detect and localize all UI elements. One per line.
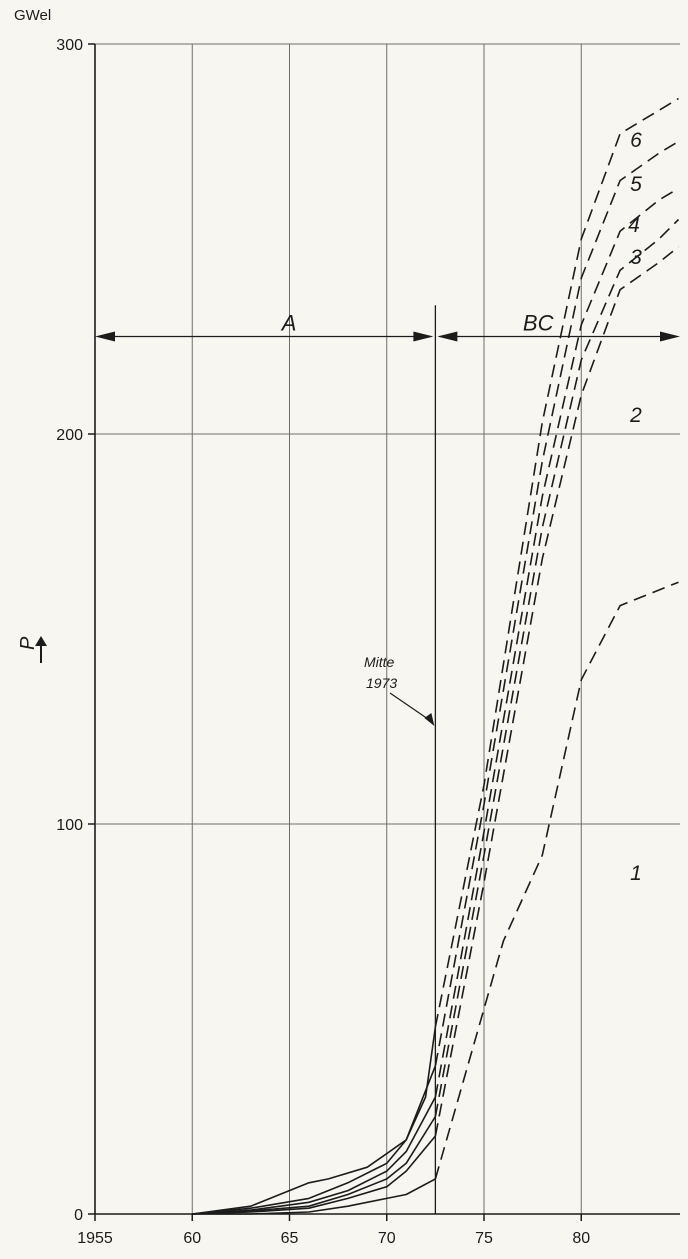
y-tick-label: 0 [74, 1207, 83, 1224]
x-tick-label: 80 [572, 1230, 590, 1247]
series-3-solid [192, 1116, 437, 1215]
series-label-5: 5 [630, 173, 642, 196]
series-label-6: 6 [630, 129, 642, 152]
series-labels: 1 2 3 4 5 6 [628, 129, 642, 885]
region-a-label: A [280, 311, 297, 336]
y-tick-label: 200 [56, 427, 83, 444]
mitte-pointer-arrowhead [424, 713, 435, 726]
series-4-solid [192, 1096, 437, 1215]
x-tick-label: 75 [475, 1230, 493, 1247]
mitte-pointer-line [389, 692, 433, 723]
series-label-4: 4 [628, 214, 640, 237]
y-tick-label: 300 [56, 37, 83, 54]
region-bc-label: BC [523, 311, 554, 336]
y-axis-symbol: P [17, 636, 47, 663]
series-label-1: 1 [630, 862, 642, 885]
x-tick-label: 1955 [77, 1230, 113, 1247]
y-unit-label: GWel [14, 7, 51, 24]
region-bc-left-arrowhead [437, 331, 458, 342]
series-lines [192, 97, 680, 1215]
x-tick-label: 70 [378, 1230, 396, 1247]
series-label-2: 2 [629, 404, 642, 427]
series-6-solid [192, 1026, 437, 1215]
region-a-left-arrowhead [95, 331, 115, 342]
region-bc-right-arrowhead [660, 331, 680, 342]
tick-labels: 1955 60 65 70 75 80 0 100 200 300 [56, 37, 590, 1247]
series-4-dashed [434, 187, 679, 1098]
x-tick-label: 60 [183, 1230, 201, 1247]
mitte-year-label: 1973 [366, 675, 397, 691]
region-annotations: A BC Mitte 1973 [95, 305, 680, 1214]
region-a-right-arrowhead [413, 331, 434, 342]
y-tick-label: 100 [56, 817, 83, 834]
series-2-dashed [434, 246, 679, 1137]
y-axis-symbol-text: P [17, 636, 39, 650]
grid-lines [95, 43, 680, 1214]
series-label-3: 3 [630, 246, 642, 269]
series-1-dashed [434, 581, 679, 1180]
x-tick-label: 65 [281, 1230, 299, 1247]
series-2-solid [192, 1135, 437, 1215]
y-axis-arrowhead [35, 636, 47, 646]
series-5-solid [192, 1065, 437, 1215]
series-5-dashed [434, 140, 679, 1066]
series-1-solid [192, 1178, 436, 1215]
mitte-label: Mitte [364, 654, 395, 670]
axes [94, 44, 680, 1215]
series-3-dashed [434, 218, 680, 1117]
series-6-dashed [434, 97, 679, 1027]
